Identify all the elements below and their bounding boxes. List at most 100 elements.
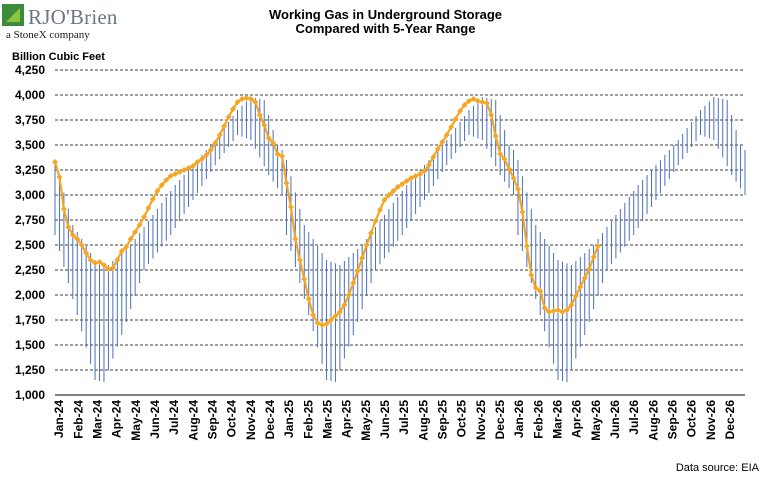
storage-point	[203, 152, 210, 158]
storage-point	[532, 285, 539, 291]
rjobrien-logo: RJO'Brien a StoneX company	[2, 4, 132, 42]
x-tick-label: May-25	[359, 400, 373, 441]
storage-point	[310, 312, 317, 318]
storage-point	[283, 180, 290, 186]
storage-point	[550, 308, 557, 314]
storage-point	[274, 151, 281, 157]
storage-point	[314, 320, 321, 326]
storage-point	[555, 307, 562, 313]
storage-point	[167, 173, 174, 179]
x-tick-label: Jan-26	[512, 400, 526, 438]
storage-point	[541, 305, 548, 311]
storage-point	[572, 293, 579, 299]
storage-point	[528, 272, 535, 278]
x-tick-label: Oct-24	[225, 400, 239, 438]
storage-point	[466, 98, 472, 104]
storage-point	[341, 302, 348, 308]
storage-point	[457, 108, 464, 114]
x-tick-label: Feb-25	[301, 400, 315, 439]
storage-point	[559, 309, 566, 315]
x-tick-label: Aug-24	[186, 400, 200, 441]
storage-point	[408, 175, 415, 181]
storage-point	[363, 242, 370, 248]
chart-title-line-1: Working Gas in Underground Storage	[268, 7, 503, 22]
storage-point	[372, 218, 379, 224]
x-tick-label: Sep-25	[436, 400, 450, 440]
y-tick-label: 3,250	[15, 163, 45, 177]
storage-point	[595, 243, 602, 249]
storage-point	[279, 153, 286, 159]
storage-point	[225, 114, 232, 120]
x-tick-label: Nov-26	[704, 400, 718, 440]
storage-point	[501, 156, 508, 162]
storage-point	[216, 132, 223, 138]
storage-point	[176, 169, 183, 175]
storage-point	[470, 96, 477, 102]
x-tick-label: May-24	[129, 400, 143, 441]
x-tick-label: Dec-25	[493, 400, 507, 440]
x-tick-label: Jan-24	[52, 400, 66, 438]
storage-point	[354, 268, 361, 274]
logo-brand-name: RJO'Brien	[28, 5, 118, 29]
storage-point	[56, 174, 63, 180]
y-tick-label: 1,250	[15, 363, 45, 377]
storage-point	[132, 229, 139, 235]
storage-point	[488, 112, 495, 118]
storage-point	[461, 102, 468, 108]
x-tick-label: Apr-26	[570, 400, 584, 438]
storage-point	[474, 98, 481, 104]
storage-point	[256, 112, 263, 118]
storage-point	[305, 296, 312, 302]
x-tick-label: Dec-26	[723, 400, 737, 440]
y-tick-label: 1,500	[15, 338, 45, 352]
storage-point	[52, 159, 58, 165]
storage-point	[230, 106, 237, 112]
x-tick-label: Sep-26	[666, 400, 680, 440]
y-tick-label: 2,250	[15, 263, 45, 277]
x-tick-label: Feb-24	[71, 400, 85, 439]
storage-point	[497, 151, 504, 157]
storage-point	[443, 132, 450, 138]
storage-point	[323, 321, 330, 327]
storage-point	[448, 124, 455, 130]
storage-point	[537, 288, 544, 294]
storage-point	[394, 184, 401, 190]
x-tick-label: Aug-26	[646, 400, 660, 441]
storage-point	[270, 140, 277, 146]
x-tick-label: Nov-24	[244, 400, 258, 440]
y-tick-label: 3,500	[15, 138, 45, 152]
storage-point	[78, 242, 85, 248]
storage-point	[319, 322, 326, 328]
y-tick-label: 4,000	[15, 88, 45, 102]
storage-point	[265, 135, 272, 141]
storage-point	[123, 244, 130, 250]
y-tick-label: 3,000	[15, 188, 45, 202]
storage-point	[60, 206, 67, 212]
storage-point	[483, 100, 490, 106]
storage-point	[145, 205, 152, 211]
storage-point	[519, 209, 526, 215]
x-tick-label: Sep-24	[206, 400, 220, 440]
storage-point	[590, 254, 597, 260]
storage-point	[109, 265, 116, 271]
storage-point	[238, 96, 245, 102]
storage-point	[514, 186, 521, 192]
storage-point	[390, 188, 397, 194]
storage-point	[506, 166, 513, 172]
x-tick-label: Mar-26	[551, 400, 565, 439]
y-axis-label: Billion Cubic Feet	[12, 51, 105, 63]
storage-point	[207, 147, 214, 153]
storage-point	[83, 250, 90, 256]
storage-point	[368, 230, 375, 236]
storage-point	[412, 173, 419, 179]
storage-point	[430, 154, 437, 160]
storage-point	[69, 232, 76, 238]
storage-point	[439, 139, 446, 145]
storage-point	[479, 99, 486, 105]
chart-title-line-2: Compared with 5-Year Range	[295, 21, 476, 36]
storage-point	[523, 243, 530, 249]
storage-point	[65, 224, 72, 230]
storage-point	[158, 182, 165, 188]
x-tick-label: Feb-26	[531, 400, 545, 439]
storage-point	[114, 257, 121, 263]
